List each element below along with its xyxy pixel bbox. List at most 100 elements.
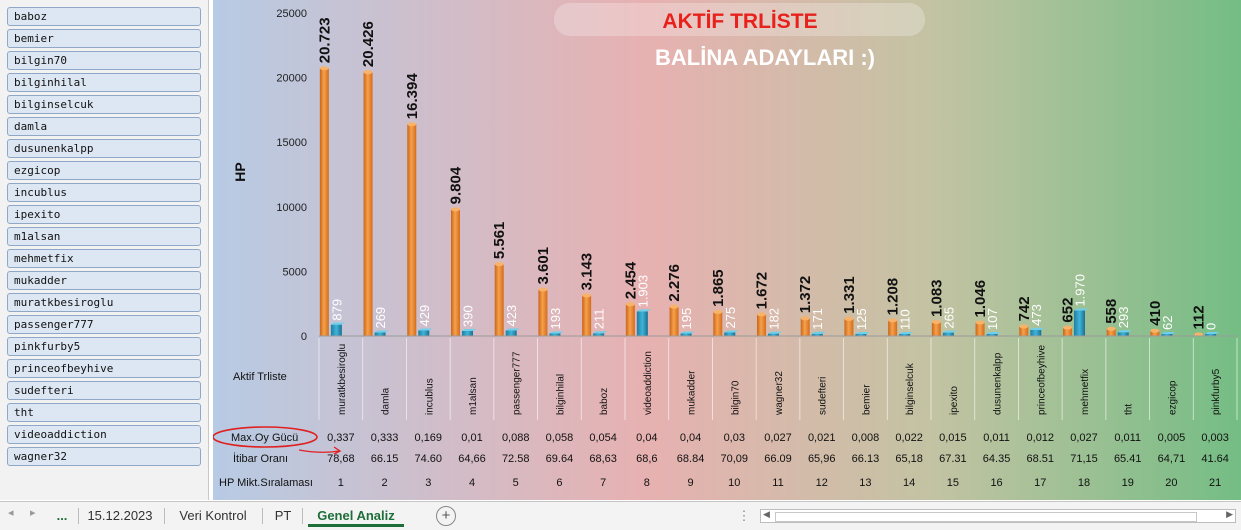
- table-cell: 4: [469, 477, 475, 489]
- table-cell: 16: [990, 477, 1002, 489]
- table-cell: 72.58: [502, 453, 530, 465]
- table-cell: 5: [513, 477, 519, 489]
- bar-secondary-top: [811, 331, 826, 334]
- bar-secondary-top: [942, 330, 957, 333]
- table-cell: 78,68: [327, 453, 355, 465]
- slicer-item-dusunenkalpp[interactable]: dusunenkalpp: [7, 139, 201, 158]
- slicer-item-wagner32[interactable]: wagner32: [7, 447, 201, 466]
- bar-secondary-top: [593, 331, 608, 334]
- slicer-item-bilgin70[interactable]: bilgin70: [7, 51, 201, 70]
- bar-hp-top: [451, 207, 460, 212]
- table-row-label: İtibar Oranı: [233, 452, 288, 465]
- slicer-item-bilginselcuk[interactable]: bilginselcuk: [7, 95, 201, 114]
- tab-15-12-2023[interactable]: 15.12.2023: [87, 508, 153, 523]
- bar-secondary-top: [724, 330, 739, 333]
- scrollbar-thumb[interactable]: [775, 512, 1197, 522]
- secondary-value-label: 171: [810, 308, 825, 330]
- slicer-item-sudefteri[interactable]: sudefteri: [7, 381, 201, 400]
- tab-more[interactable]: ...: [56, 508, 68, 523]
- bar-secondary: [1205, 334, 1217, 336]
- hp-value-label: 20.426: [360, 21, 377, 67]
- y-tick-label: 10000: [276, 202, 307, 214]
- bar-secondary-top: [549, 331, 564, 334]
- scroll-left-icon[interactable]: ◀: [763, 509, 770, 519]
- bar-secondary-top: [330, 322, 345, 325]
- tab-genel-analiz[interactable]: Genel Analiz: [308, 506, 404, 527]
- bar-hp: [800, 318, 810, 336]
- table-cell: 0,011: [1114, 432, 1141, 444]
- table-cell: 6: [556, 477, 562, 489]
- slicer-item-incublus[interactable]: incublus: [7, 183, 201, 202]
- data-table: Aktif Trliste muratkbesiroglu damla incublu…: [219, 335, 1238, 489]
- scroll-right-icon[interactable]: ▶: [1226, 509, 1233, 519]
- slicer-item-passenger777[interactable]: passenger777: [7, 315, 201, 334]
- table-cell: 68.84: [677, 453, 705, 465]
- table-cell: 68,63: [589, 453, 617, 465]
- tab-divider: [164, 508, 165, 524]
- tab-pt[interactable]: PT: [274, 508, 292, 523]
- slicer-item-muratkbesiroglu[interactable]: muratkbesiroglu: [7, 293, 201, 312]
- category-label: incublus: [424, 378, 435, 415]
- slicer-item-princeofbeyhive[interactable]: princeofbeyhive: [7, 359, 201, 378]
- table-cell: 70,09: [721, 453, 749, 465]
- bar-secondary-top: [636, 309, 651, 312]
- bar-hp-top: [888, 318, 898, 323]
- table-cell: 64.35: [983, 453, 1011, 465]
- slicer-item-damla[interactable]: damla: [7, 117, 201, 136]
- bar-secondary: [855, 334, 867, 336]
- table-cell: 64,66: [458, 453, 486, 465]
- secondary-value-label: 423: [504, 305, 519, 327]
- category-label: baboz: [599, 388, 610, 415]
- table-cell: 0,015: [939, 432, 967, 444]
- bar-secondary-top: [418, 328, 433, 331]
- hp-value-label: 1.372: [797, 276, 814, 314]
- y-tick-label: 0: [301, 331, 307, 343]
- slicer-item-bilginhilal[interactable]: bilginhilal: [7, 73, 201, 92]
- hp-value-label: 1.208: [885, 278, 902, 316]
- table-cell: 0,333: [371, 432, 399, 444]
- slicer-item-ezgicop[interactable]: ezgicop: [7, 161, 201, 180]
- bar-secondary: [1030, 329, 1042, 336]
- horizontal-scrollbar[interactable]: ◀ ▶: [760, 509, 1236, 523]
- secondary-value-label: 879: [329, 299, 344, 321]
- bar-secondary: [899, 334, 911, 336]
- bar-hp-top: [1106, 326, 1116, 331]
- tab-options-icon[interactable]: ⋮: [737, 508, 751, 523]
- table-cell: 69.64: [546, 453, 574, 465]
- slicer-item-pinkfurby5[interactable]: pinkfurby5: [7, 337, 201, 356]
- tab-scroll-right-icon[interactable]: ▸: [30, 507, 36, 519]
- add-sheet-button[interactable]: +: [436, 506, 456, 526]
- bar-hp: [319, 68, 329, 336]
- tab-veri-kontrol[interactable]: Veri Kontrol: [179, 508, 247, 523]
- slicer-item-mukadder[interactable]: mukadder: [7, 271, 201, 290]
- bar-hp: [1106, 328, 1116, 336]
- slicer-item-m1alsan[interactable]: m1alsan: [7, 227, 201, 246]
- y-axis-ticks: 0 5000 10000 15000 20000 25000: [276, 8, 307, 343]
- slicer-item-baboz[interactable]: baboz: [7, 7, 201, 26]
- tab-scroll-left-icon[interactable]: ◂: [8, 507, 14, 519]
- bar-secondary: [680, 333, 692, 336]
- hp-value-label: 1.083: [928, 279, 945, 317]
- slicer-item-mehmetfix[interactable]: mehmetfix: [7, 249, 201, 268]
- table-cell: 0,027: [764, 432, 792, 444]
- bar-hp-top: [494, 262, 504, 267]
- table-cell: 0,022: [895, 432, 923, 444]
- category-label: mukadder: [687, 370, 698, 415]
- slicer-item-bemier[interactable]: bemier: [7, 29, 201, 48]
- category-label: tht: [1124, 404, 1135, 415]
- bar-hp: [625, 304, 635, 336]
- category-label: wagner32: [774, 371, 785, 416]
- bar-hp: [451, 209, 460, 336]
- value-labels-group: 20.723 879 20.426 269 16.394 429 9.804 390 5.561…: [316, 17, 1218, 330]
- slicer-item-tht[interactable]: tht: [7, 403, 201, 422]
- bar-hp-top: [407, 122, 417, 127]
- slicer-item-videoaddiction[interactable]: videoaddiction: [7, 425, 201, 444]
- table-cell: 66.15: [371, 453, 399, 465]
- hp-value-label: 16.394: [404, 73, 421, 120]
- bar-hp-top: [1019, 324, 1029, 329]
- bar-secondary-top: [462, 328, 476, 331]
- bar-secondary-top: [1074, 308, 1088, 311]
- hp-value-label: 742: [1016, 296, 1033, 321]
- bar-secondary: [986, 334, 998, 336]
- slicer-item-ipexito[interactable]: ipexito: [7, 205, 201, 224]
